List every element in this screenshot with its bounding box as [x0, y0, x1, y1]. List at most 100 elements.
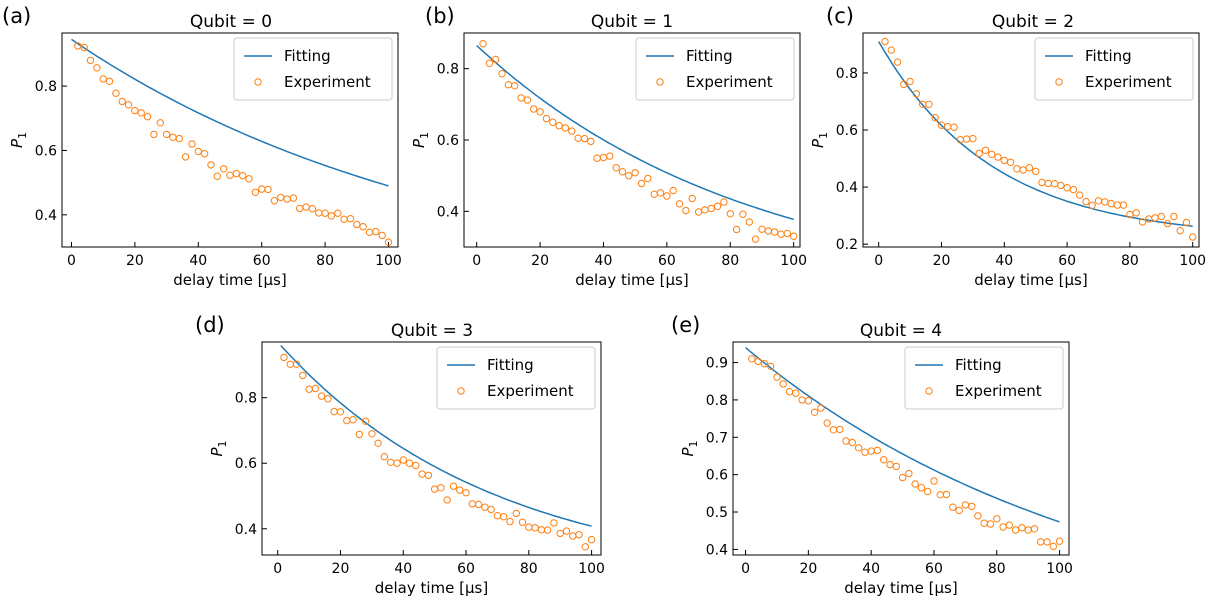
experiment-point — [517, 94, 525, 102]
experiment-point — [361, 417, 370, 425]
experiment-point — [950, 123, 958, 131]
experiment-point — [286, 360, 294, 368]
experiment-point — [327, 212, 336, 220]
x-tick-label: 80 — [988, 561, 1006, 577]
x-tick-label: 20 — [126, 253, 144, 269]
fit-line — [476, 44, 794, 221]
x-tick-label: 60 — [925, 561, 943, 577]
experiment-point — [430, 485, 439, 493]
x-axis-label: delay time [μs] — [173, 271, 286, 289]
experiment-point — [412, 461, 420, 470]
experiment-point — [512, 509, 520, 518]
experiment-point — [688, 194, 696, 203]
experiment-point — [277, 193, 285, 202]
legend-exp-swatch — [656, 78, 664, 86]
experiment-point — [561, 124, 570, 132]
experiment-point — [1119, 201, 1128, 209]
experiment-point — [1044, 179, 1053, 188]
y-axis-label-main: P — [809, 138, 827, 148]
experiment-point — [181, 153, 190, 161]
x-tick-label: 40 — [862, 561, 880, 577]
legend-exp-label: Experiment — [955, 382, 1042, 400]
y-axis-label-sub: 1 — [216, 440, 229, 447]
legend: Fitting Experiment — [635, 37, 795, 101]
experiment-point — [105, 77, 114, 86]
experiment-point — [437, 484, 445, 492]
experiment-point — [817, 404, 825, 412]
experiment-point — [669, 186, 677, 195]
experiment-point — [893, 58, 902, 66]
y-axis-label-main: P — [208, 447, 226, 457]
legend-box — [233, 37, 393, 101]
experiment-point — [961, 501, 970, 509]
y-tick-label: 0.4 — [706, 542, 728, 558]
experiment-point — [955, 506, 963, 515]
experiment-point — [555, 122, 563, 130]
experiment-point — [790, 232, 798, 241]
x-axis-label: delay time [μs] — [375, 579, 488, 597]
experiment-point — [930, 477, 938, 485]
legend: Fitting Experiment — [436, 346, 596, 410]
experiment-point — [962, 135, 971, 143]
experiment-point — [981, 146, 990, 155]
experiment-point — [518, 518, 527, 526]
experiment-point — [1055, 537, 1064, 545]
legend-box — [904, 346, 1064, 410]
experiment-point — [912, 90, 921, 98]
y-tick-label: 0.8 — [437, 62, 459, 78]
y-tick-label: 0.4 — [437, 204, 459, 220]
experiment-point — [732, 225, 741, 234]
experiment-point — [1018, 524, 1026, 532]
experiment-point — [810, 408, 819, 416]
experiment-point — [917, 484, 926, 492]
experiment-point — [443, 496, 451, 504]
y-tick-label: 0.8 — [235, 391, 257, 407]
legend-exp-label: Experiment — [284, 73, 371, 91]
experiment-point — [365, 228, 374, 236]
experiment-point — [1024, 526, 1032, 534]
experiment-point — [986, 520, 995, 528]
experiment-point — [798, 396, 806, 404]
x-axis-label: delay time [μs] — [575, 271, 688, 289]
panel-letter: (a) — [2, 4, 31, 28]
experiment-point — [587, 137, 595, 146]
y-tick-label: 0.6 — [35, 143, 57, 159]
legend-fit-label: Fitting — [1085, 47, 1132, 65]
x-tick-label: 60 — [253, 253, 271, 269]
experiment-point — [969, 134, 977, 143]
x-tick-label: 20 — [933, 253, 951, 269]
experiment-point — [359, 223, 367, 231]
experiment-point — [504, 81, 513, 89]
x-axis-label: delay time [μs] — [844, 579, 957, 597]
experiment-point — [974, 512, 982, 520]
experiment-point — [378, 231, 386, 240]
experiment-point — [481, 503, 489, 511]
x-tick-label: 20 — [531, 253, 549, 269]
experiment-point — [792, 389, 800, 397]
x-tick-label: 0 — [273, 561, 282, 577]
experiment-point — [1069, 185, 1078, 194]
chart-panel-1: (b) Qubit = 1 0 20 40 60 80 100 0.4 0.6 0.8 delay t… — [410, 4, 807, 289]
experiment-point — [574, 134, 582, 142]
x-tick-label: 40 — [995, 253, 1013, 269]
experiment-point — [1038, 178, 1046, 187]
experiment-point — [925, 100, 933, 109]
experiment-point — [823, 419, 831, 427]
experiment-point — [384, 238, 393, 246]
experiment-point — [289, 194, 298, 202]
experiment-point — [1013, 165, 1021, 173]
experiment-point — [656, 189, 665, 197]
experiment-point — [587, 535, 596, 544]
experiment-point — [311, 384, 320, 393]
x-tick-label: 60 — [658, 253, 676, 269]
experiment-point — [264, 185, 272, 194]
experiment-point — [993, 515, 1001, 523]
experiment-point — [694, 208, 703, 216]
experiment-point — [911, 480, 919, 488]
plot-frame — [732, 341, 1070, 556]
experiment-point — [1151, 214, 1159, 222]
experiment-point — [944, 122, 952, 131]
experiment-point — [346, 215, 355, 223]
experiment-point — [169, 133, 177, 142]
